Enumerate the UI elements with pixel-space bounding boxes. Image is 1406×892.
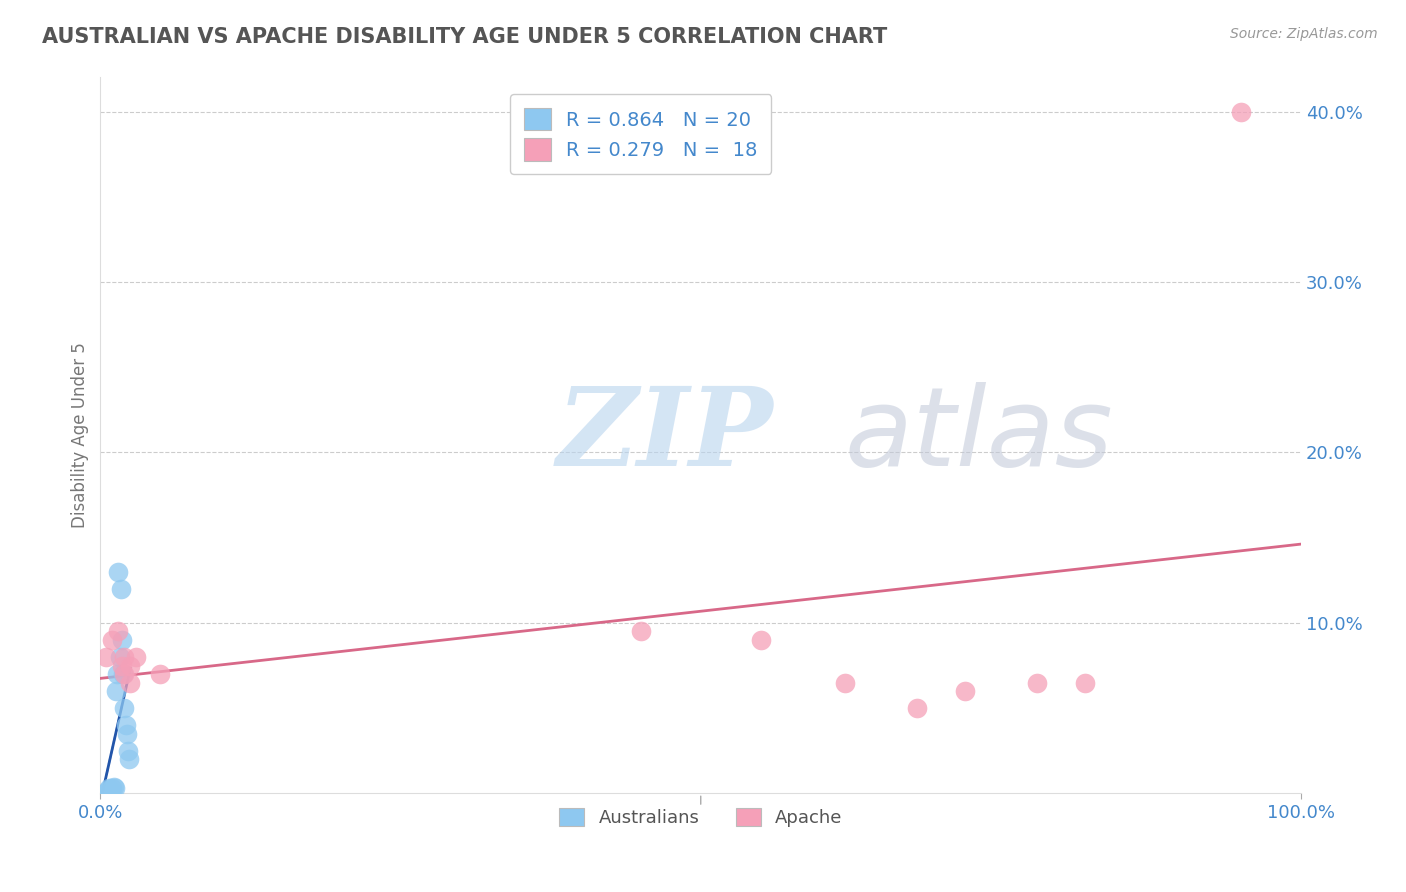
Point	[111, 632, 134, 647]
Point	[104, 684, 127, 698]
Point	[96, 783, 118, 797]
Point	[96, 650, 118, 665]
Point	[834, 675, 856, 690]
Point	[953, 684, 976, 698]
Point	[112, 701, 135, 715]
Point	[112, 667, 135, 681]
Point	[1230, 104, 1253, 119]
Point	[120, 675, 142, 690]
Point	[1026, 675, 1049, 690]
Point	[110, 582, 132, 596]
Point	[117, 744, 139, 758]
Text: Source: ZipAtlas.com: Source: ZipAtlas.com	[1230, 27, 1378, 41]
Point	[114, 718, 136, 732]
Point	[101, 781, 124, 796]
Point	[120, 658, 142, 673]
Legend: Australians, Apache: Australians, Apache	[551, 801, 849, 834]
Point	[630, 624, 652, 639]
Text: AUSTRALIAN VS APACHE DISABILITY AGE UNDER 5 CORRELATION CHART: AUSTRALIAN VS APACHE DISABILITY AGE UNDE…	[42, 27, 887, 46]
Text: ZIP: ZIP	[557, 382, 773, 489]
Point	[107, 565, 129, 579]
Point	[118, 752, 141, 766]
Point	[97, 781, 120, 796]
Point	[96, 784, 118, 798]
Point	[111, 658, 134, 673]
Y-axis label: Disability Age Under 5: Disability Age Under 5	[72, 343, 89, 528]
Point	[98, 784, 121, 798]
Point	[1074, 675, 1097, 690]
Point	[149, 667, 172, 681]
Point	[100, 783, 122, 797]
Point	[108, 650, 131, 665]
Point	[749, 632, 772, 647]
Point	[112, 667, 135, 681]
Point	[125, 650, 148, 665]
Point	[105, 667, 128, 681]
Point	[905, 701, 928, 715]
Point	[112, 650, 135, 665]
Text: atlas: atlas	[845, 382, 1114, 489]
Point	[115, 727, 138, 741]
Point	[101, 632, 124, 647]
Point	[103, 780, 125, 794]
Point	[107, 624, 129, 639]
Point	[104, 781, 127, 796]
